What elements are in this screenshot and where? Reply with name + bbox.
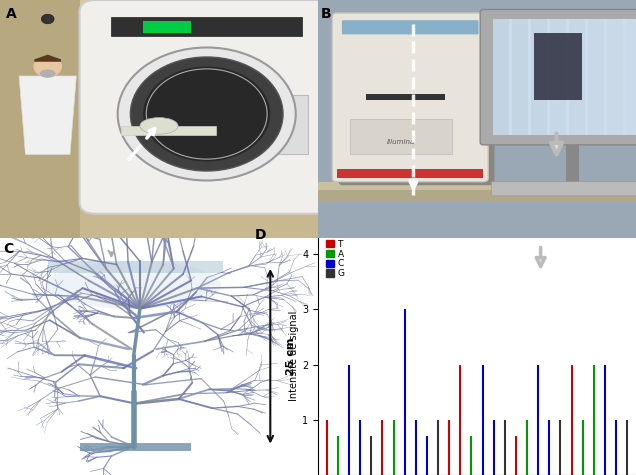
- Circle shape: [118, 48, 296, 180]
- Bar: [318, 182, 636, 190]
- Text: Illumina: Illumina: [387, 140, 415, 145]
- Bar: [493, 19, 636, 135]
- Bar: [566, 142, 579, 190]
- FancyBboxPatch shape: [342, 20, 479, 35]
- Polygon shape: [19, 76, 76, 154]
- Bar: [143, 21, 191, 33]
- Polygon shape: [34, 55, 61, 62]
- Bar: [550, 19, 566, 135]
- Ellipse shape: [140, 118, 178, 134]
- FancyBboxPatch shape: [339, 17, 495, 185]
- Bar: [48, 261, 223, 273]
- Bar: [121, 126, 216, 135]
- Bar: [534, 33, 582, 100]
- Bar: [337, 169, 483, 178]
- FancyBboxPatch shape: [480, 10, 636, 145]
- Bar: [626, 19, 636, 135]
- Bar: [0, 0, 80, 238]
- Bar: [270, 95, 308, 154]
- Circle shape: [143, 66, 270, 162]
- Bar: [541, 183, 604, 190]
- Bar: [366, 94, 445, 100]
- Bar: [318, 190, 636, 202]
- FancyBboxPatch shape: [80, 0, 334, 214]
- Bar: [569, 19, 585, 135]
- Circle shape: [34, 56, 62, 77]
- Legend: T, A, C, G: T, A, C, G: [326, 240, 345, 278]
- Text: 25 cm: 25 cm: [286, 338, 296, 375]
- Text: B: B: [321, 7, 332, 21]
- Y-axis label: Intensité de signal: Intensité de signal: [289, 311, 300, 401]
- Text: C: C: [3, 242, 13, 256]
- Bar: [111, 17, 302, 36]
- Text: D: D: [254, 228, 266, 242]
- Circle shape: [41, 14, 54, 24]
- Bar: [0, 0, 318, 71]
- FancyBboxPatch shape: [492, 182, 636, 196]
- Circle shape: [130, 57, 283, 171]
- Bar: [588, 19, 604, 135]
- Bar: [80, 443, 191, 451]
- FancyBboxPatch shape: [333, 13, 488, 182]
- Bar: [607, 19, 623, 135]
- Bar: [350, 119, 452, 154]
- Text: A: A: [6, 7, 17, 21]
- Bar: [512, 19, 528, 135]
- Bar: [493, 19, 509, 135]
- Bar: [531, 19, 547, 135]
- Ellipse shape: [46, 261, 221, 309]
- Ellipse shape: [39, 69, 56, 78]
